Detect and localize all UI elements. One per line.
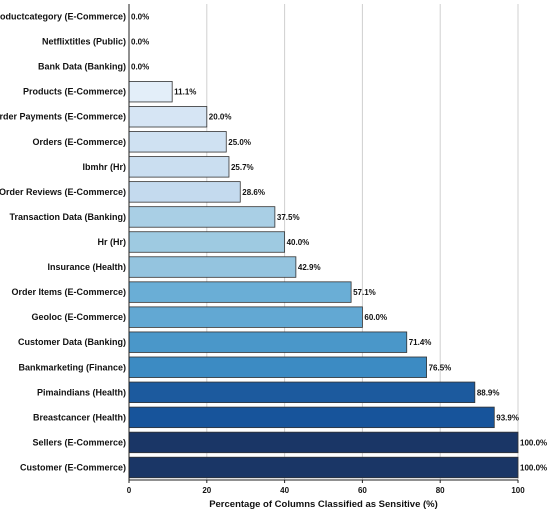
category-label: Order Items (E-Commerce) <box>11 287 126 297</box>
value-label: 28.6% <box>242 188 265 197</box>
value-label: 25.7% <box>231 163 254 172</box>
value-label: 11.1% <box>174 88 196 97</box>
value-label: 0.0% <box>131 63 149 72</box>
value-label: 0.0% <box>131 38 149 47</box>
x-tick-label: 80 <box>436 486 445 495</box>
category-label: Hr (Hr) <box>98 237 127 247</box>
bar <box>128 456 519 479</box>
bar <box>128 256 297 278</box>
value-label: 76.5% <box>429 363 452 372</box>
bar <box>128 181 241 203</box>
value-label: 25.0% <box>228 138 251 147</box>
bar <box>128 281 352 303</box>
x-tick-label: 40 <box>280 486 289 495</box>
bar <box>128 356 427 378</box>
bar <box>128 231 286 253</box>
category-label: Bank Data (Banking) <box>38 62 126 72</box>
category-label: Products (E-Commerce) <box>23 87 126 97</box>
x-tick-label: 100 <box>511 486 525 495</box>
category-label: Ibmhr (Hr) <box>83 162 127 172</box>
bar <box>128 206 276 228</box>
value-label: 20.0% <box>209 113 232 122</box>
category-label: Geoloc (E-Commerce) <box>31 312 126 322</box>
bar <box>128 106 208 128</box>
value-label: 93.9% <box>496 413 519 422</box>
category-label: Pimaindians (Health) <box>37 387 126 397</box>
bar <box>128 306 363 328</box>
category-label: Order Payments (E-Commerce) <box>0 112 126 122</box>
value-label: 88.9% <box>477 388 500 397</box>
value-label: 71.4% <box>409 338 432 347</box>
x-tick-label: 20 <box>202 486 211 495</box>
bar <box>128 406 495 429</box>
bar <box>128 81 173 103</box>
x-tick-label: 0 <box>127 486 132 495</box>
category-label: Productcategory (E-Commerce) <box>0 12 126 22</box>
category-label: Customer (E-Commerce) <box>20 462 126 472</box>
category-label: Order Reviews (E-Commerce) <box>0 187 126 197</box>
value-label: 37.5% <box>277 213 300 222</box>
value-labels: 0.0% 0.0% 0.0% 11.1% 20.0% 25.0% 25.7% 28.6% 37.… <box>131 13 547 473</box>
category-label: Netflixtitles (Public) <box>42 37 126 47</box>
category-label: Breastcancer (Health) <box>33 412 126 422</box>
category-labels: Productcategory (E-Commerce) Netflixtitle… <box>0 12 126 473</box>
category-label: Customer Data (Banking) <box>18 337 126 347</box>
category-label: Bankmarketing (Finance) <box>18 362 126 372</box>
x-tick-label: 60 <box>358 486 367 495</box>
category-label: Insurance (Health) <box>47 262 126 272</box>
value-label: 100.0% <box>520 438 547 447</box>
category-label: Orders (E-Commerce) <box>32 137 126 147</box>
value-label: 42.9% <box>298 263 321 272</box>
value-label: 40.0% <box>287 238 310 247</box>
bar <box>128 331 408 353</box>
x-axis-title: Percentage of Columns Classified as Sens… <box>209 499 438 510</box>
bar <box>128 381 476 403</box>
x-axis: 0 20 40 60 80 100 <box>127 4 525 495</box>
value-label: 0.0% <box>131 13 149 22</box>
category-label: Transaction Data (Banking) <box>9 212 126 222</box>
value-label: 100.0% <box>520 463 547 472</box>
bar <box>128 156 230 178</box>
category-label: Sellers (E-Commerce) <box>32 437 126 447</box>
value-label: 60.0% <box>364 313 387 322</box>
bars <box>128 81 519 479</box>
bar <box>128 131 227 153</box>
bar <box>128 431 519 454</box>
value-label: 57.1% <box>353 288 376 297</box>
